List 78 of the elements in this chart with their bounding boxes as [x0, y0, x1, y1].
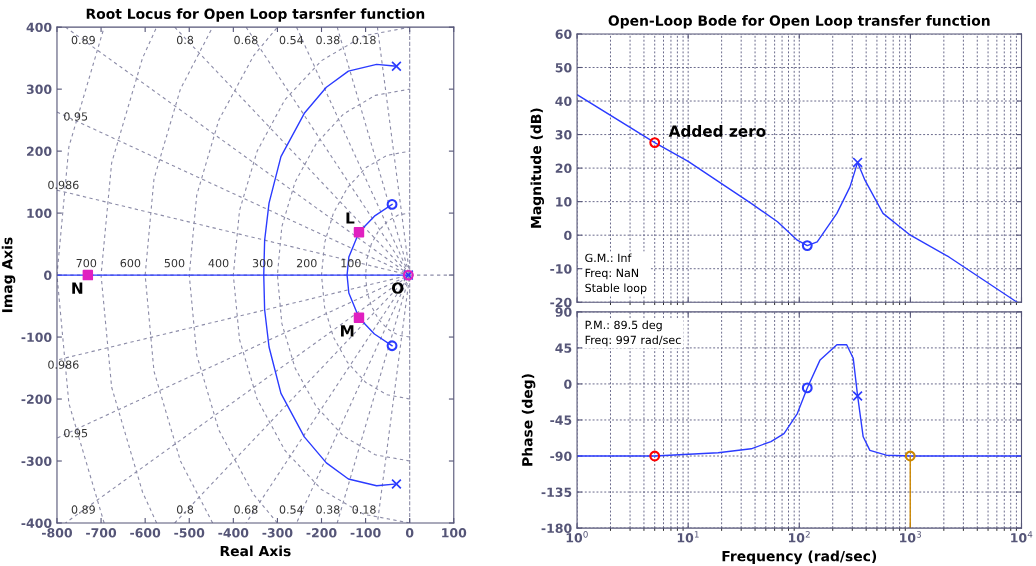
y-tick-label: -10: [550, 264, 572, 274]
annotation: 0.95: [64, 112, 88, 121]
y-tick-label: 10: [556, 197, 572, 207]
annotation: 0.95: [64, 428, 88, 438]
y-tick-label: -100: [21, 332, 52, 342]
chart-title: Open-Loop Bode for Open Loop transfer function: [608, 15, 990, 29]
annotation: M: [341, 325, 354, 337]
y-tick-label: 0: [564, 230, 572, 241]
annotation: 0.68: [234, 505, 258, 514]
x-tick-label: 10$^{3}$: [900, 531, 922, 543]
y-axis-title: Phase (deg): [521, 374, 536, 466]
annotation: 0.986: [48, 360, 79, 369]
y-tick-label: 40: [555, 96, 572, 106]
y-tick-label: -200: [21, 394, 52, 404]
y-tick-label: -180: [541, 523, 572, 533]
annotation: 0.38: [316, 35, 340, 45]
annotation: O: [391, 282, 404, 294]
annotation: Freq: 997 rad/sec: [585, 335, 681, 347]
annotation: N: [72, 282, 83, 294]
annotation: 0.89: [71, 35, 95, 45]
y-axis-title: Magnitude (dB): [530, 108, 545, 228]
annotation: Stable loop: [585, 283, 647, 295]
y-tick-label: 0: [44, 270, 52, 280]
annotation: 600: [120, 258, 141, 268]
x-tick-label: 0: [405, 528, 414, 538]
annotation: 0.986: [48, 180, 79, 190]
x-tick-label: 10$^{1}$: [677, 531, 699, 543]
x-axis-title: Real Axis: [220, 545, 291, 557]
annotation: Freq: NaN: [585, 268, 639, 280]
x-tick-label: 100: [442, 528, 467, 538]
y-tick-label: -400: [21, 518, 52, 528]
y-tick-label: 45: [555, 343, 572, 353]
annotation: Added zero: [668, 125, 766, 137]
y-tick-label: 90: [555, 307, 572, 317]
x-tick-label: -100: [350, 528, 381, 538]
y-tick-label: 30: [555, 130, 572, 140]
y-tick-label: 100: [27, 208, 52, 219]
annotation: 0.89: [71, 505, 95, 514]
y-tick-label: 20: [555, 163, 572, 174]
y-tick-label: -45: [550, 415, 572, 425]
x-tick-label: -600: [130, 528, 161, 538]
annotation: 0.8: [176, 35, 194, 45]
annotation: 0.18: [352, 505, 376, 514]
y-tick-label: 300: [26, 84, 52, 95]
annotation: 0.68: [234, 35, 258, 45]
y-tick-label: -135: [541, 487, 572, 497]
x-tick-label: 10$^{4}$: [1011, 531, 1033, 543]
annotation: 0.8: [176, 505, 194, 514]
annotation: 0.18: [352, 35, 376, 45]
y-tick-label: -90: [550, 451, 572, 461]
annotation: 400: [208, 258, 229, 268]
annotation: 0.54: [279, 35, 304, 45]
x-tick-label: -800: [42, 528, 73, 538]
y-tick-label: 0: [564, 379, 572, 389]
chart-title: Root Locus for Open Loop tarsnfer function: [86, 8, 425, 22]
x-axis-title: Frequency (rad/sec): [722, 550, 877, 565]
x-tick-label: -300: [262, 528, 293, 538]
annotation: P.M.: 89.5 deg: [585, 320, 662, 332]
y-tick-label: -300: [21, 456, 52, 466]
annotation: 0.38: [316, 505, 340, 514]
x-tick-label: -700: [86, 528, 117, 538]
y-axis-title: Imag Axis: [1, 237, 16, 313]
y-tick-label: 400: [26, 22, 52, 33]
annotation: G.M.: Inf: [585, 253, 632, 263]
annotation: L: [346, 212, 355, 224]
y-tick-label: 60: [555, 29, 572, 39]
x-tick-label: -400: [218, 528, 249, 538]
x-tick-label: -500: [174, 528, 205, 538]
x-tick-label: 10$^{0}$: [566, 531, 588, 543]
y-tick-label: 50: [555, 62, 572, 73]
annotation: 500: [164, 258, 185, 268]
annotation: 0.54: [279, 505, 304, 514]
x-tick-label: -200: [306, 528, 337, 538]
y-tick-label: -20: [550, 297, 572, 308]
x-tick-label: 10$^{2}$: [788, 531, 810, 543]
annotation: 700: [76, 258, 97, 268]
annotation: 200: [296, 258, 317, 268]
y-tick-label: 200: [27, 146, 52, 157]
